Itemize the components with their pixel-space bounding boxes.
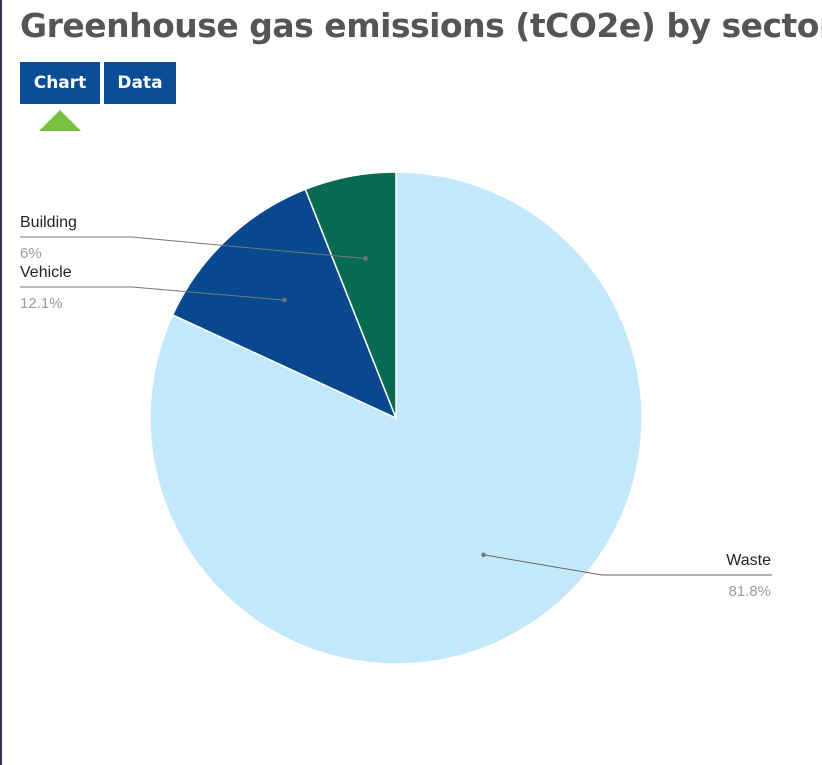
slice-label-waste: Waste: [726, 552, 771, 569]
slice-label-building: Building: [20, 214, 77, 231]
leader-dot-vehicle: [282, 297, 287, 303]
view-tabs: Chart Data: [20, 62, 176, 104]
slice-label-vehicle: Vehicle: [20, 264, 72, 281]
leader-line-vehicle: [20, 286, 285, 301]
leader-dot-waste: [481, 552, 486, 557]
active-tab-indicator: [39, 110, 81, 131]
leader-line-waste: [483, 554, 772, 576]
slice-value-building: 6%: [20, 245, 42, 262]
pie-slice-vehicle[interactable]: [171, 188, 398, 420]
tab-chart[interactable]: Chart: [20, 62, 100, 104]
slice-labels: Building 6% Vehicle 12.1% Waste 81.8%: [20, 214, 771, 600]
pie-slices: [149, 171, 643, 665]
leader-line-building: [20, 236, 366, 260]
slice-value-waste: 81.8%: [728, 583, 771, 600]
leader-dot-building: [363, 256, 368, 261]
chart-title: Greenhouse gas emissions (tCO2e) by sect…: [20, 6, 822, 45]
label-leaders: [20, 236, 772, 576]
tab-data[interactable]: Data: [104, 62, 176, 104]
slice-value-vehicle: 12.1%: [20, 295, 63, 312]
pie-slice-building[interactable]: [304, 171, 397, 419]
